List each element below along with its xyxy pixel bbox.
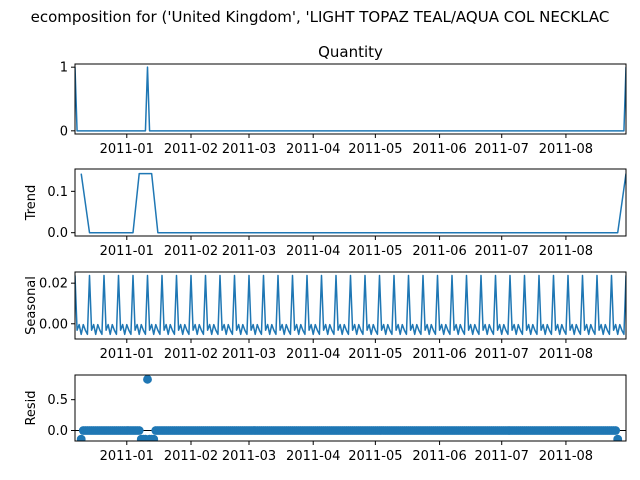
plot-area <box>75 66 626 132</box>
resid-point <box>134 426 144 435</box>
axes-frame <box>74 63 627 135</box>
figure-suptitle: ecomposition for ('United Kingdom', 'LIG… <box>31 8 610 26</box>
x-tick-label: 2011-07 <box>475 347 529 362</box>
resid-point <box>143 375 152 384</box>
y-axis-label: Seasonal <box>24 276 39 335</box>
plot-area <box>75 274 626 336</box>
x-tick-label: 2011-03 <box>222 244 276 259</box>
x-tick-label: 2011-04 <box>286 244 340 259</box>
x-tick-label: 2011-08 <box>539 244 593 259</box>
subplot-quantity: 0 1 2011-01 2011-02 2011-03 2011-04 2011-05 201… <box>60 43 627 157</box>
resid-point <box>149 434 159 441</box>
x-tick-label: 2011-08 <box>539 142 593 157</box>
x-tick-label: 2011-01 <box>100 142 154 157</box>
seasonal-line <box>75 274 626 336</box>
x-tick-label: 2011-02 <box>164 347 218 362</box>
resid-point <box>613 434 623 441</box>
subplot-grid: 0 1 2011-01 2011-02 2011-03 2011-04 2011-05 201… <box>24 43 627 464</box>
x-tick-label: 2011-08 <box>539 347 593 362</box>
y-tick-label: 0.0 <box>47 226 68 241</box>
y-tick-label: 0.00 <box>39 317 68 332</box>
x-tick-label: 2011-04 <box>286 449 340 464</box>
x-tick-label: 2011-07 <box>475 142 529 157</box>
x-tick-label: 2011-05 <box>348 347 402 362</box>
x-tick-label: 2011-03 <box>222 347 276 362</box>
y-tick-label: 0.1 <box>47 185 68 200</box>
x-tick-label: 2011-03 <box>222 449 276 464</box>
subplot-resid: 0.0 0.5 2011-01 2011-02 2011-03 2011-04 2011-0… <box>24 374 627 464</box>
y-tick-label: 0 <box>60 124 68 139</box>
x-tick-label: 2011-02 <box>164 142 218 157</box>
x-tick-label: 2011-01 <box>100 347 154 362</box>
y-axis-label: Resid <box>24 390 39 425</box>
subplot-trend: 0.0 0.1 2011-01 2011-02 2011-03 2011-04 2011-0… <box>24 168 627 259</box>
axes-frame <box>74 271 627 340</box>
x-tick-label: 2011-07 <box>475 449 529 464</box>
x-tick-label: 2011-06 <box>412 347 466 362</box>
resid-point <box>76 434 86 441</box>
series-line <box>80 172 626 234</box>
axes-frame <box>74 168 627 237</box>
x-tick-label: 2011-01 <box>100 449 154 464</box>
y-axis-label: Trend <box>24 185 39 222</box>
x-tick-label: 2011-05 <box>348 142 402 157</box>
plot-area <box>75 375 626 441</box>
x-tick-label: 2011-04 <box>286 142 340 157</box>
y-tick-label: 0.5 <box>47 393 68 408</box>
x-tick-label: 2011-06 <box>412 449 466 464</box>
x-tick-label: 2011-02 <box>164 244 218 259</box>
plot-area <box>80 172 626 234</box>
x-tick-label: 2011-06 <box>412 142 466 157</box>
y-tick-label: 0.02 <box>39 277 68 292</box>
series-line <box>75 66 626 132</box>
y-tick-label: 0.0 <box>47 424 68 439</box>
x-tick-label: 2011-04 <box>286 347 340 362</box>
resid-point <box>611 426 621 435</box>
x-tick-label: 2011-08 <box>539 449 593 464</box>
x-tick-label: 2011-01 <box>100 244 154 259</box>
y-tick-label: 1 <box>60 61 68 76</box>
x-tick-label: 2011-06 <box>412 244 466 259</box>
subplot-title: Quantity <box>318 43 383 61</box>
x-tick-label: 2011-03 <box>222 142 276 157</box>
x-tick-label: 2011-02 <box>164 449 218 464</box>
subplot-seasonal: 0.00 0.02 2011-01 2011-02 2011-03 2011-04 2011… <box>24 271 627 362</box>
axes-frame <box>74 374 627 442</box>
x-tick-label: 2011-05 <box>348 244 402 259</box>
x-tick-label: 2011-05 <box>348 449 402 464</box>
x-tick-label: 2011-07 <box>475 244 529 259</box>
